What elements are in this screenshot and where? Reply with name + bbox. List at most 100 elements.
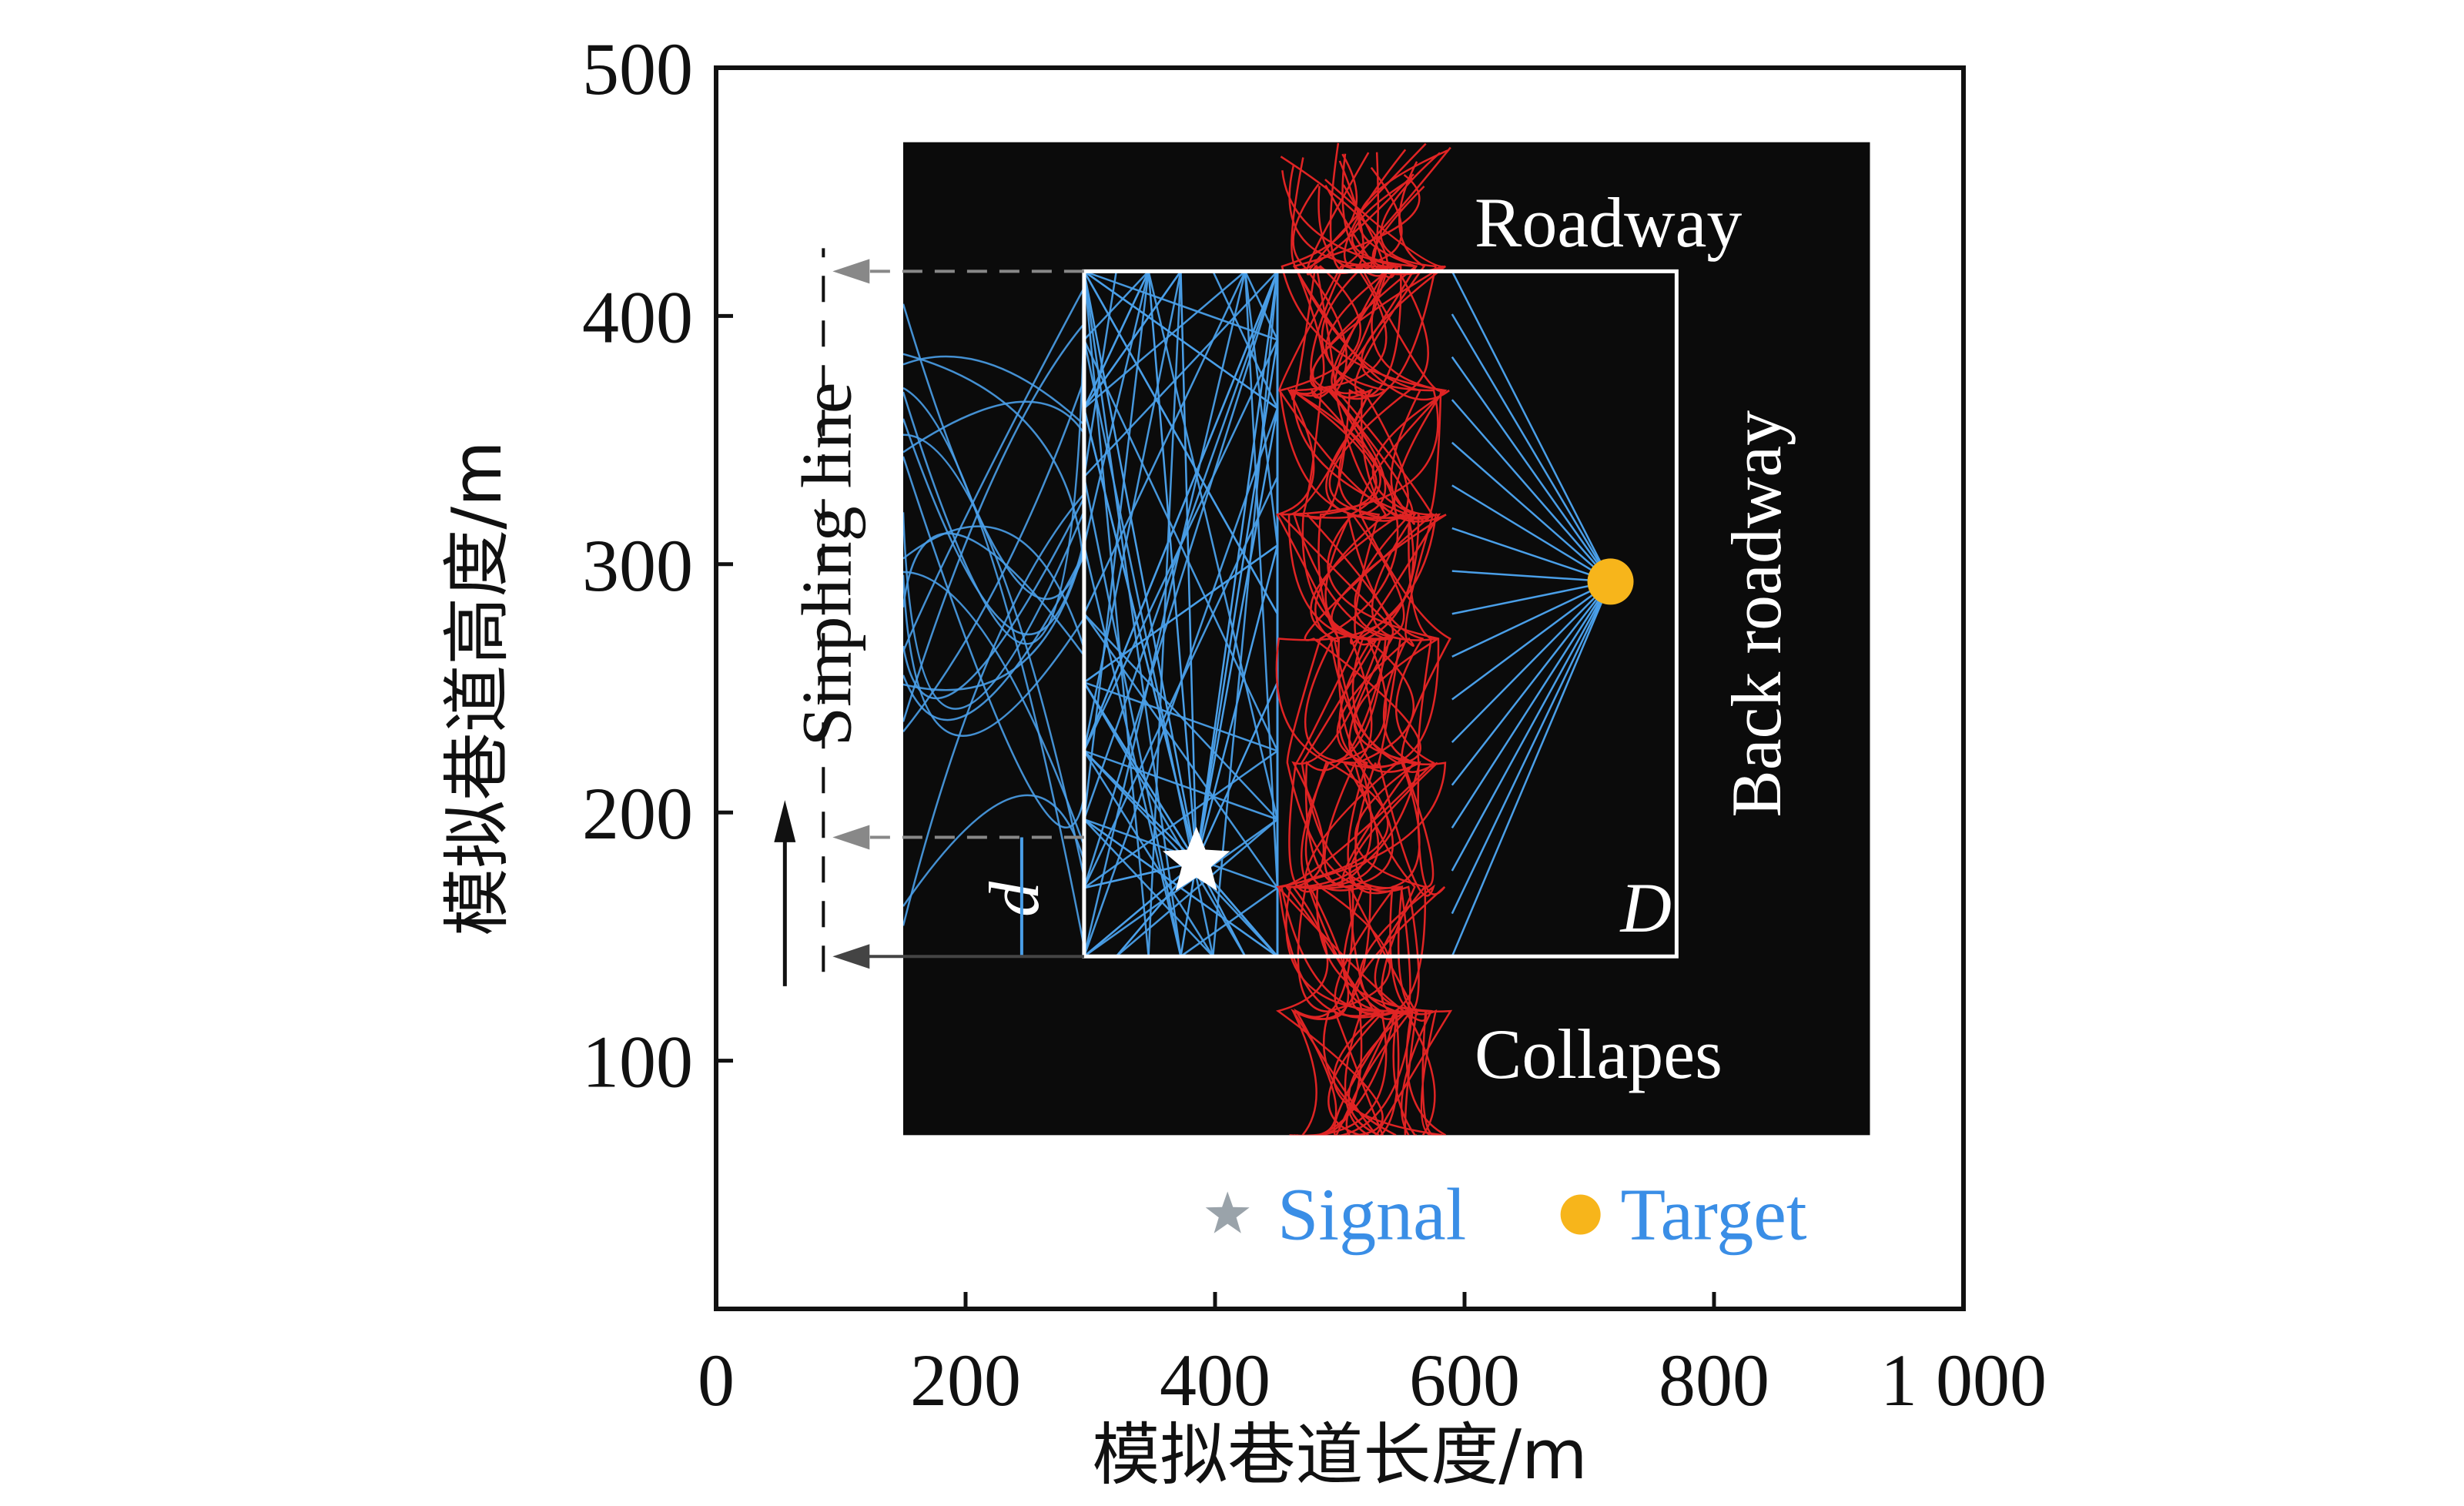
blue-path (1147, 271, 1197, 862)
blue-path (1451, 527, 1611, 583)
red-path (1277, 177, 1435, 1136)
blue-path (1083, 270, 1278, 410)
blue-path (903, 353, 1086, 576)
blue-path (903, 525, 1086, 649)
blue-path (1451, 581, 1612, 701)
blue-path (1083, 861, 1197, 958)
distance-d-label: d (975, 881, 1053, 917)
blue-path (1451, 581, 1612, 658)
blue-path (1083, 477, 1182, 957)
sampling-arrow-icon (832, 825, 870, 850)
blue-path (903, 794, 1086, 907)
y-tick-label: 300 (582, 524, 693, 607)
blue-path (1083, 750, 1214, 957)
blue-path (1083, 861, 1197, 889)
blue-path (903, 510, 1086, 710)
sampling-arrow-icon (832, 259, 870, 284)
blue-path (1083, 270, 1279, 614)
x-tick-label: 400 (1160, 1339, 1270, 1421)
blue-path (1083, 681, 1278, 752)
blue-path (903, 400, 1085, 453)
blue-path (903, 456, 1086, 829)
roadway-label: Roadway (1475, 183, 1742, 262)
blue-path (1451, 313, 1612, 583)
blue-path (1244, 271, 1279, 889)
blue-path (1195, 408, 1279, 862)
blue-path (1451, 581, 1612, 829)
propagation-paths (903, 142, 1612, 1136)
blue-path (903, 287, 1086, 652)
blue-path (903, 493, 1085, 926)
blue-path (1451, 581, 1612, 957)
blue-path (1180, 271, 1197, 862)
y-tick-label: 400 (582, 276, 693, 358)
red-path (1278, 166, 1438, 1136)
red-path (1311, 153, 1445, 1136)
blue-path (1451, 270, 1612, 582)
legend-signal-label: Signal (1277, 1173, 1466, 1255)
blue-path (1083, 270, 1279, 751)
target-marker (1587, 558, 1634, 605)
blue-path (1195, 340, 1279, 862)
blue-path (1083, 271, 1150, 546)
blue-path (1083, 818, 1278, 958)
x-tick-label: 800 (1659, 1339, 1769, 1421)
red-path (1292, 183, 1453, 1136)
y-tick-label: 200 (582, 772, 693, 855)
blue-path (903, 418, 1086, 636)
blue-path (1083, 681, 1247, 957)
legend-target-dot-icon (1560, 1194, 1601, 1235)
blue-path (903, 305, 1086, 645)
blue-path (1083, 270, 1247, 614)
legend-target-label: Target (1621, 1173, 1807, 1255)
blue-path (1195, 544, 1279, 862)
blue-path (1195, 271, 1279, 862)
blue-path (1451, 581, 1612, 915)
direction-arrow-icon (774, 800, 796, 842)
blue-path (1083, 544, 1278, 684)
blue-path (1115, 818, 1278, 958)
red-path (1291, 152, 1447, 1136)
blue-path (903, 546, 1086, 691)
blue-path (1083, 271, 1197, 862)
legend: Signal Target (1205, 1173, 1807, 1255)
blue-path (1451, 356, 1612, 583)
sampling-line-label: Sinpling line (787, 382, 865, 746)
y-tick-label: 500 (582, 28, 693, 110)
blue-path (1451, 441, 1612, 583)
blue-path (903, 552, 1086, 721)
y-axis-title: 模拟巷道高度/m (437, 440, 517, 935)
y-tick-label: 100 (582, 1021, 693, 1103)
blue-path (1083, 270, 1150, 409)
sampling-arrow-icon (832, 944, 870, 969)
blue-path (1083, 750, 1197, 863)
red-path (1280, 156, 1445, 1136)
blue-path (1451, 399, 1612, 583)
blue-path (1083, 271, 1182, 957)
plot-frame (714, 65, 1966, 1311)
red-path (1285, 142, 1447, 1136)
blue-path (903, 433, 1086, 878)
blue-path (1083, 271, 1247, 957)
blue-path (1083, 408, 1197, 862)
sampling-line-annotation (774, 248, 1084, 986)
blue-path (1451, 581, 1612, 872)
blue-path (1083, 681, 1197, 863)
blue-path (1451, 484, 1612, 583)
blue-path (1195, 681, 1279, 863)
red-path (1279, 142, 1446, 1136)
collapes-label: Collapes (1475, 1015, 1722, 1093)
blue-path (1451, 581, 1612, 786)
sampling-box (1082, 269, 1679, 959)
blue-path (903, 574, 1085, 737)
x-tick-label: 200 (910, 1339, 1021, 1421)
blue-path (1244, 271, 1279, 546)
signal-star-marker (1163, 826, 1230, 891)
blue-path (1451, 581, 1612, 743)
blue-path (1451, 570, 1611, 583)
blue-path (903, 323, 1085, 722)
red-path (1287, 186, 1438, 1136)
blue-path (903, 355, 1085, 426)
distance-D-label: D (1619, 868, 1672, 947)
